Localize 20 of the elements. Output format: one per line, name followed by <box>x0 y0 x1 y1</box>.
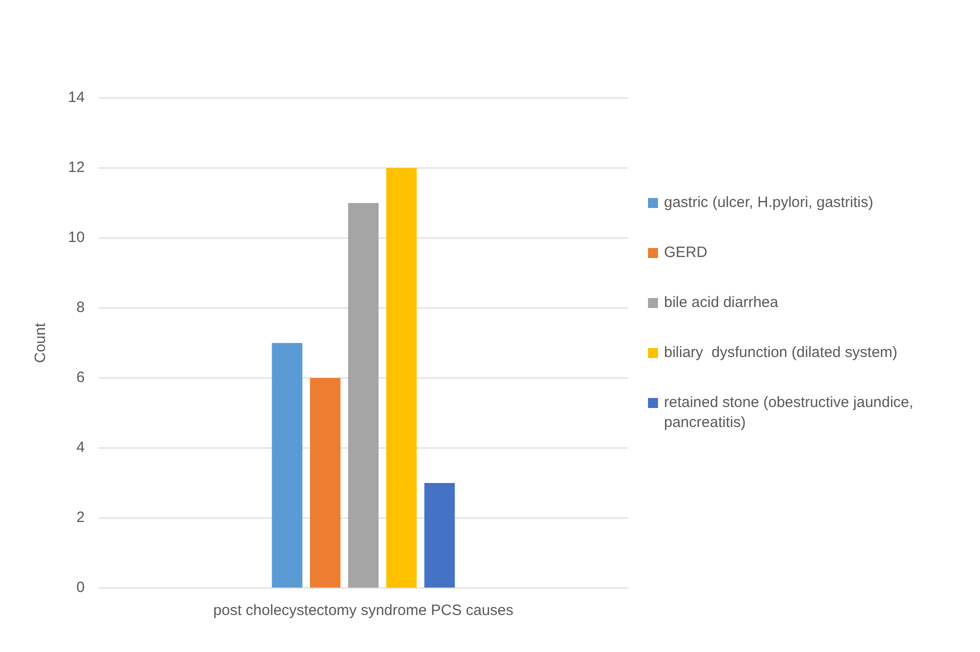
bar <box>272 343 302 588</box>
bar <box>424 483 455 588</box>
y-tick-label: 12 <box>68 159 85 176</box>
y-tick-label: 10 <box>68 229 85 246</box>
y-tick-label: 8 <box>76 299 85 316</box>
y-tick-label: 14 <box>68 89 85 106</box>
bar <box>348 203 379 588</box>
y-tick-label: 2 <box>76 509 85 526</box>
legend-label: gastric (ulcer, H.pylori, gastritis) <box>664 193 874 213</box>
legend-label: retained stone (obestructive jaundice, pancreatitis) <box>664 393 914 433</box>
y-axis-title: Count <box>32 322 50 364</box>
bar <box>310 378 340 588</box>
y-tick-label: 0 <box>76 579 85 596</box>
legend-label: GERD <box>664 243 708 263</box>
y-tick-label: 4 <box>76 439 85 456</box>
bar <box>386 168 417 588</box>
legend-label: biliary dysfunction (dilated system) <box>664 343 898 363</box>
x-tick-label: post cholecystectomy syndrome PCS causes <box>213 602 514 620</box>
y-tick-label: 6 <box>76 369 85 386</box>
legend-label: bile acid diarrhea <box>664 293 778 313</box>
